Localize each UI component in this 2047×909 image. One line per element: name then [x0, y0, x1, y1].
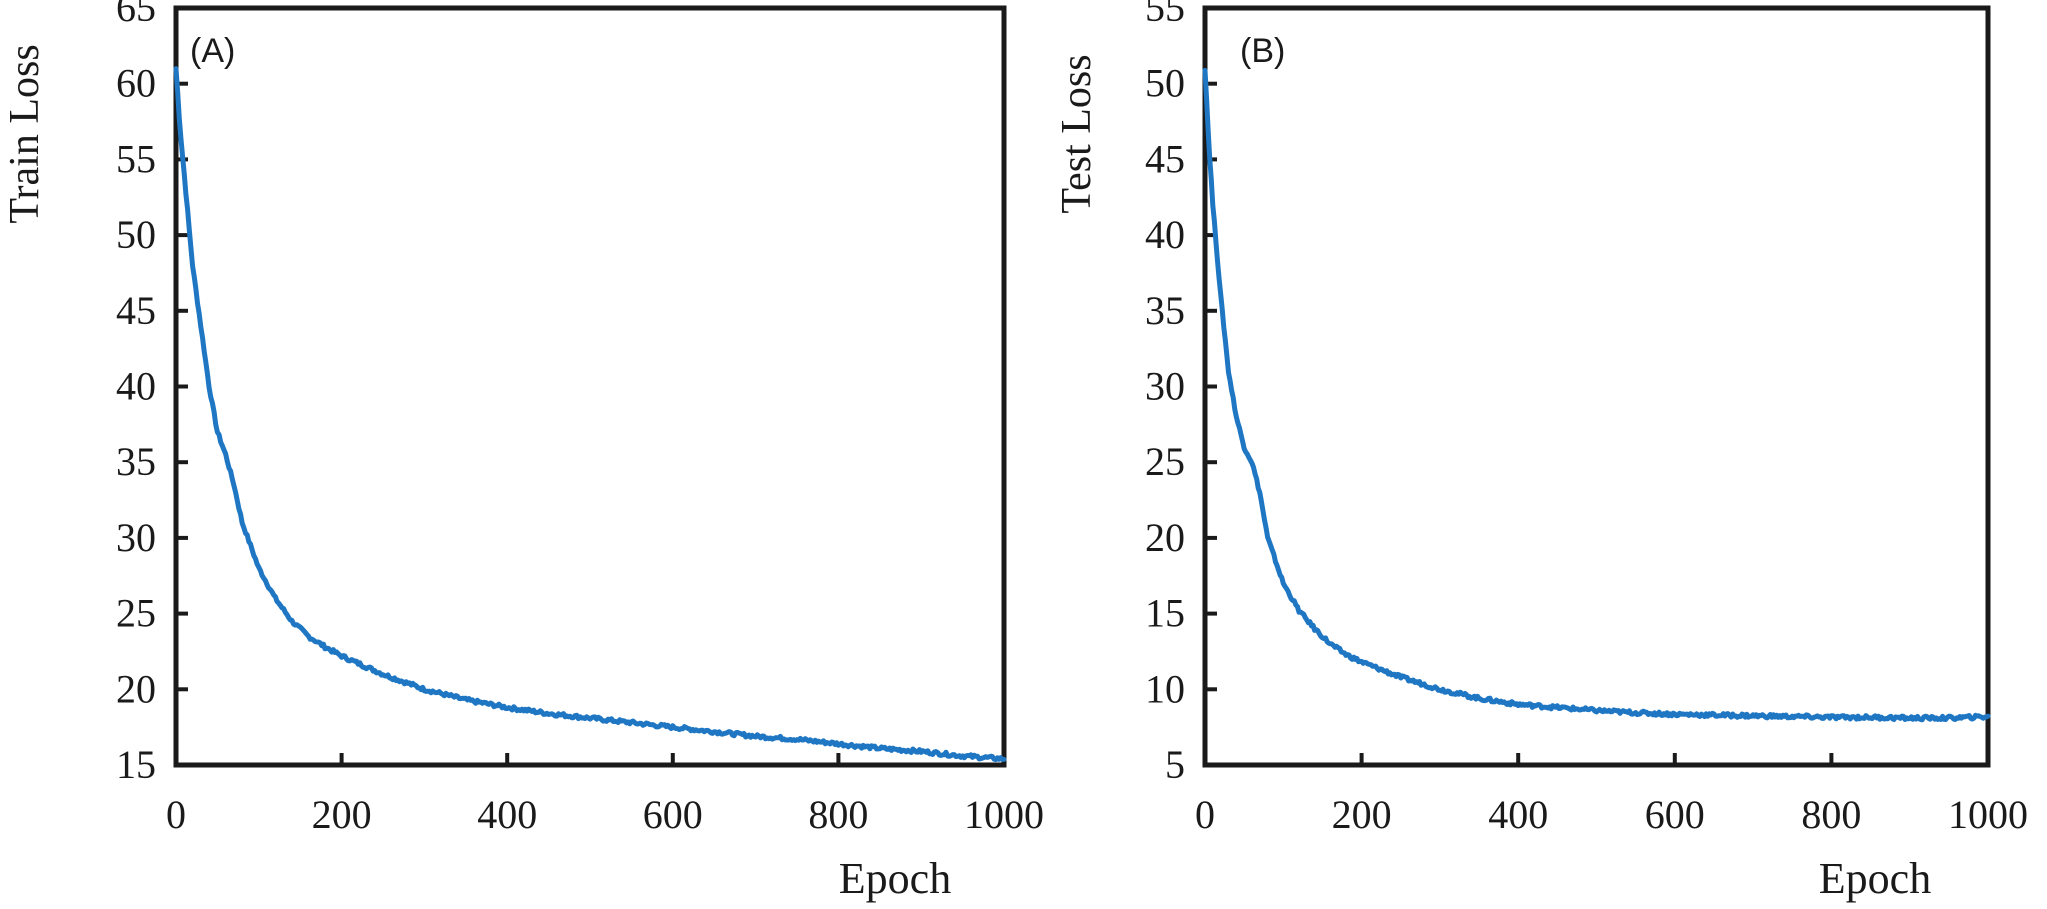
x-tick-label: 0 [1195, 792, 1215, 837]
y-tick-label: 60 [116, 61, 156, 106]
panel-label: (B) [1240, 32, 1285, 70]
y-axis-label: Test Loss [1054, 54, 1100, 213]
x-tick-label: 200 [312, 792, 372, 837]
series-line [1202, 67, 1991, 723]
y-tick-label: 45 [116, 288, 156, 333]
y-tick-label: 50 [1145, 61, 1185, 106]
y-tick-label: 35 [116, 439, 156, 484]
y-tick-label: 10 [1145, 666, 1185, 711]
y-tick-label: 15 [1145, 591, 1185, 636]
series-line [173, 66, 1007, 763]
x-axis-label: Epoch [839, 854, 951, 903]
x-tick-label: 0 [166, 792, 186, 837]
y-tick-label: 50 [116, 212, 156, 257]
x-tick-label: 800 [1801, 792, 1861, 837]
y-tick-label: 30 [116, 515, 156, 560]
x-tick-label: 600 [1645, 792, 1705, 837]
y-tick-label: 55 [116, 136, 156, 181]
y-tick-label: 40 [1145, 212, 1185, 257]
panel-b-test-loss: 5 10 15 20 25 30 35 40 45 50 55 0 200 400 600 800 1000 (B… [1054, 0, 2028, 903]
y-tick-label: 25 [1145, 439, 1185, 484]
plot-frame [173, 5, 1007, 768]
y-tick-label: 55 [1145, 0, 1185, 30]
x-tick-label: 400 [1488, 792, 1548, 837]
x-axis-label: Epoch [1819, 854, 1931, 903]
y-tick-label: 20 [116, 666, 156, 711]
y-tick-label: 40 [116, 364, 156, 409]
x-tick-label: 1000 [964, 792, 1044, 837]
y-tick-label: 65 [116, 0, 156, 30]
y-tick-label: 30 [1145, 364, 1185, 409]
x-tick-label: 200 [1332, 792, 1392, 837]
y-tick-label: 15 [116, 742, 156, 787]
y-tick-label: 20 [1145, 515, 1185, 560]
x-tick-label: 800 [808, 792, 868, 837]
panel-a-train-loss: 15 20 25 30 35 40 45 50 55 60 65 0 200 400 600 800 1000 (… [2, 0, 1044, 903]
y-tick-label: 5 [1165, 742, 1185, 787]
x-tick-label: 600 [643, 792, 703, 837]
x-tick-label: 1000 [1948, 792, 2028, 837]
y-tick-label: 45 [1145, 136, 1185, 181]
y-tick-label: 25 [116, 591, 156, 636]
x-tick-label: 400 [477, 792, 537, 837]
y-axis-label: Train Loss [2, 44, 48, 223]
y-tick-label: 35 [1145, 288, 1185, 333]
plot-frame [1202, 5, 1991, 768]
panel-label: (A) [190, 32, 235, 70]
